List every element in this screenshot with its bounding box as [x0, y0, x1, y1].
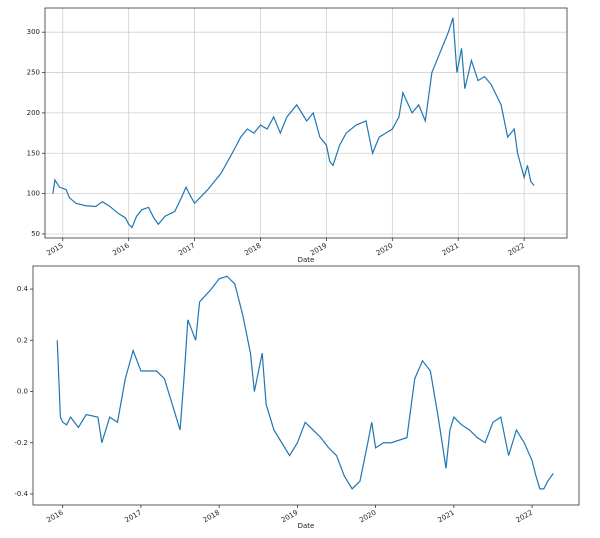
x-axis-label: Date — [298, 522, 315, 530]
x-tick-label: 2022 — [515, 509, 534, 525]
y-tick-label: 150 — [27, 149, 40, 157]
axes-frame — [32, 265, 580, 506]
x-tick-label: 2016 — [111, 241, 131, 257]
x-tick-label: 2022 — [507, 242, 526, 258]
x-tick-label: 2016 — [45, 508, 65, 524]
axes-frame — [44, 7, 568, 239]
y-tick-label: -0.4 — [14, 490, 28, 498]
x-tick-label: 2015 — [45, 242, 64, 258]
x-axis-label: Date — [298, 256, 315, 264]
y-tick-label: 100 — [27, 190, 40, 198]
x-tick-label: 2018 — [243, 242, 262, 258]
x-tick-label: 2020 — [375, 242, 394, 258]
y-tick-label: 0.4 — [17, 285, 29, 293]
x-tick-label: 2021 — [441, 242, 460, 258]
x-tick-label: 2018 — [202, 509, 221, 525]
x-tick-label: 2017 — [177, 242, 196, 258]
y-tick-label: 0.2 — [17, 336, 28, 344]
y-tick-label: 0.0 — [17, 388, 28, 396]
y-tick-label: -0.2 — [14, 439, 28, 447]
x-tick-label: 2019 — [280, 509, 299, 525]
y-tick-label: 300 — [27, 28, 40, 36]
y-tick-label: 200 — [27, 109, 40, 117]
x-tick-label: 2017 — [124, 509, 143, 525]
line-series — [52, 17, 535, 229]
y-tick-label: 50 — [31, 230, 40, 238]
x-tick-label: 2021 — [436, 509, 455, 525]
line-series — [56, 275, 554, 490]
y-tick-label: 250 — [27, 69, 40, 77]
x-tick-label: 2019 — [309, 242, 328, 258]
x-tick-label: 2020 — [358, 509, 377, 525]
